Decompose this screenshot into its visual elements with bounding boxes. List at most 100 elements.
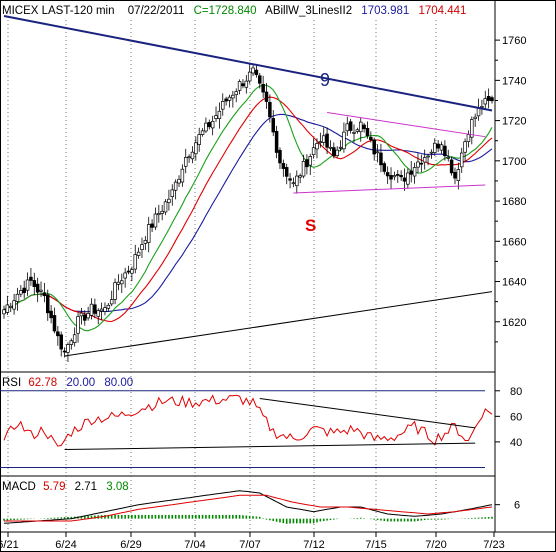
price-tick-label: 1700 [502,156,526,168]
candle-body [244,80,249,88]
candle-body [338,146,343,149]
candle-body [301,160,306,177]
rsi-tick-label: 40 [510,437,522,449]
candle-body [453,171,457,179]
candle-body [480,106,484,108]
candle-body [79,312,84,317]
trendline-upper [3,14,493,112]
candle-body [69,340,74,345]
candle-body [325,133,329,148]
candle-body [143,239,148,244]
price-tick-label: 1740 [502,75,526,87]
candle-body [486,96,491,101]
candle-body [439,144,444,151]
candle-body [180,168,185,183]
candle-body [345,123,350,132]
candle-body [177,178,181,184]
candle-body [298,175,302,178]
candle-body [62,350,67,353]
candle-body [231,94,235,99]
candle-body [416,161,420,168]
candle-body [288,178,292,181]
macd-label: MACD [2,481,36,493]
candle-body [429,151,434,154]
candle-body [29,276,33,281]
candle-body [463,141,467,153]
candle-body [426,155,430,158]
time-axis: 6/21 6/24 6/29 7/04 7/07 7/12 7/15 7/20 7/23 [0,532,505,551]
candle-body [83,314,87,321]
candle-body [352,132,356,134]
candle-body [318,141,323,143]
candle-body [409,170,413,175]
candle-body [332,147,336,157]
candle-body [449,159,454,174]
candle-body [305,159,309,168]
candle-body [365,128,370,137]
candle-body [183,157,188,167]
candle-body [389,175,393,180]
rsi-high-level: 80.00 [104,377,133,389]
candle-body [35,283,40,293]
time-tick-label: 7/12 [303,539,324,551]
time-tick-label: 6/21 [0,539,19,551]
candle-body [291,182,296,185]
candle-body [342,131,346,150]
candle-body [12,300,16,310]
candle-body [412,167,417,177]
header-value-1: 1703.981 [361,5,409,17]
rsi-pane: 40 60 80 [0,386,522,468]
candle-body [382,163,387,172]
candle-body [146,224,151,243]
time-tick-label: 7/04 [184,539,205,551]
candle-body [197,134,201,145]
price-tick-label: 1680 [502,196,526,208]
signal-label: S [305,216,316,235]
macd-tick-label: 6 [514,500,520,512]
candle-body [385,172,390,177]
candle-body [456,169,461,181]
candle-body [167,198,171,203]
ma-slow-line [3,113,493,313]
candle-body [254,69,259,76]
candle-body [470,119,474,138]
time-tick-label: 7/15 [365,539,386,551]
candle-body [311,147,316,156]
candle-body [96,310,100,317]
candle-body [200,130,205,135]
candle-body [103,307,107,312]
candle-body [379,152,383,166]
ma-fast-line [3,84,493,332]
candle-body [369,136,373,141]
candle-body [443,145,447,157]
candle-body [113,282,117,300]
header-value-2: 1704.441 [418,5,466,17]
candle-body [241,83,245,87]
time-tick-label: 7/07 [239,539,260,551]
ma-medium-line [3,96,493,323]
candle-body [52,315,57,332]
candle-body [315,143,319,150]
candle-body [5,304,10,313]
candle-body [281,163,286,169]
candle-body [355,129,360,132]
candle-body [436,143,440,149]
candle-body [433,142,437,153]
candle-body [2,309,6,315]
candle-body [274,130,279,153]
header-indicator: ABillW_3LinesII2 [265,5,352,17]
candle-body [406,172,410,185]
candle-body [204,122,208,132]
rsi-header: RSI 62.78 20.00 80.00 [2,377,133,389]
candle-body [72,334,77,344]
time-tick-label: 7/20 [425,539,446,551]
macd-signal-line [4,494,493,522]
rsi-tick-label: 80 [510,386,522,398]
time-tick-label: 6/24 [55,539,76,551]
candle-body [234,91,238,96]
trendline-channel-bottom [293,184,486,194]
candle-body [392,175,397,178]
candle-body [483,98,488,105]
